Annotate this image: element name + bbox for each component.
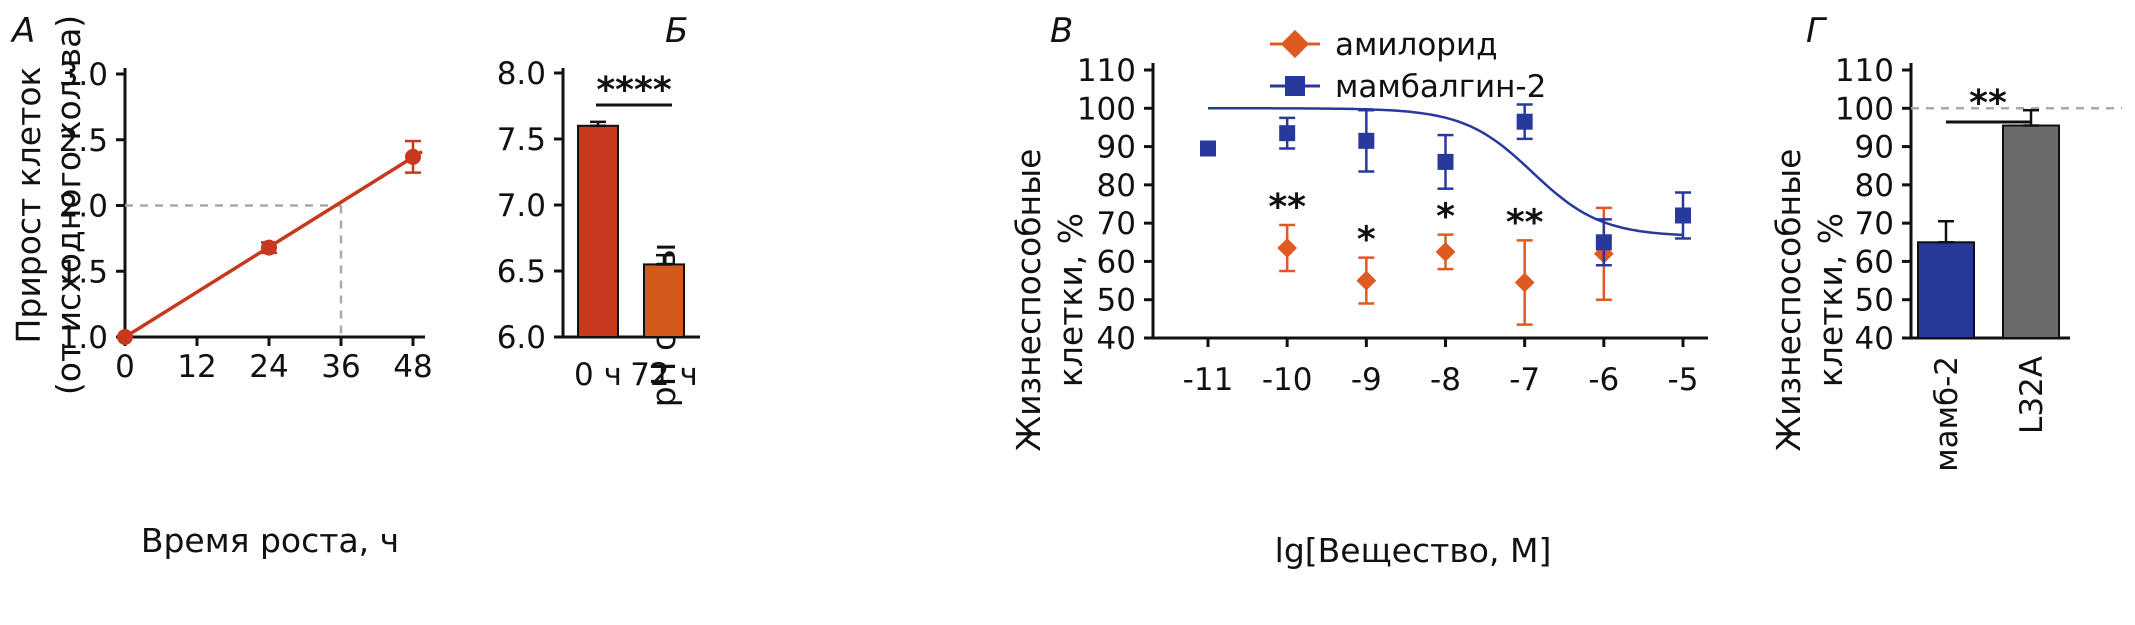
a-x-tick-label: 0: [115, 349, 135, 385]
c-amiloride-point: [1435, 241, 1456, 262]
a-y-tick-label: 2.0: [59, 189, 108, 225]
c-amiloride-point: [1277, 238, 1298, 258]
panel-a-letter: А: [10, 11, 35, 51]
panel-b-bar-chart: Б pH среды 6.06.57.07.58.00 ч72 ч****: [497, 11, 700, 407]
c-mambalgin-point: [1358, 132, 1375, 149]
panel-d-letter: Г: [1806, 11, 1828, 51]
c-y-tick-label: 40: [1097, 321, 1136, 357]
panel-a-ylabel-1: Прирост клеток: [9, 67, 48, 344]
c-mambalgin-point: [1675, 207, 1691, 224]
panel-a-line-chart: А Прирост клеток (от исходного кол-ва) В…: [9, 11, 433, 560]
b-bar: [643, 263, 685, 338]
c-x-tick-label: -6: [1588, 362, 1619, 398]
d-bar: [2002, 124, 2060, 339]
b-bar: [577, 124, 619, 338]
a-data-point: [117, 329, 133, 345]
panel-c-xlabel: lg[Вещество, М]: [1275, 531, 1552, 570]
b-category-label: 0 ч: [574, 357, 622, 393]
panel-c-ylabel-1: Жизнеспособные: [1009, 149, 1048, 452]
d-bar: [1917, 241, 1975, 340]
d-y-tick-label: 90: [1855, 130, 1894, 166]
panel-a-ylabel-2: (от исходного кол-ва): [49, 15, 88, 395]
c-mambalgin-point: [1595, 234, 1612, 251]
c-mambalgin-point: [1516, 113, 1533, 130]
panel-a-xlabel: Время роста, ч: [141, 521, 399, 560]
c-y-tick-label: 50: [1097, 283, 1136, 319]
legend-mambalgin-label: мамбалгин-2: [1335, 69, 1546, 105]
a-x-tick-label: 24: [249, 349, 288, 385]
c-x-tick-label: -10: [1262, 362, 1313, 398]
c-amiloride-point: [1356, 270, 1377, 291]
d-category-label: L32A: [2014, 356, 2050, 434]
c-significance-label: **: [1506, 202, 1544, 243]
c-significance-label: *: [1357, 220, 1376, 261]
c-x-tick-label: -7: [1509, 362, 1540, 398]
d-y-tick-label: 50: [1855, 283, 1894, 319]
a-data-point: [261, 239, 277, 256]
a-x-tick-label: 36: [321, 349, 360, 385]
d-y-tick-label: 40: [1855, 321, 1894, 357]
panel-d-ylabel-1: Жизнеспособные: [1769, 149, 1808, 452]
legend-amiloride-marker: [1280, 29, 1310, 59]
c-y-tick-label: 80: [1097, 168, 1136, 204]
b-y-tick-label: 6.0: [497, 320, 546, 356]
c-mambalgin-point: [1279, 125, 1296, 142]
c-y-tick-label: 100: [1077, 91, 1136, 127]
panel-c-dose-response-chart: В Жизнеспособные клетки, % lg[Вещество, …: [1009, 11, 1708, 570]
b-y-tick-label: 8.0: [497, 56, 546, 92]
c-x-tick-label: -8: [1430, 362, 1461, 398]
panel-b-letter: Б: [665, 11, 688, 51]
legend-mambalgin-marker: [1285, 76, 1305, 96]
c-amiloride-point: [1514, 272, 1535, 293]
c-significance-label: *: [1436, 197, 1455, 238]
a-y-tick-label: 2.5: [59, 123, 108, 159]
d-y-tick-label: 60: [1855, 244, 1894, 280]
d-category-label: мамб-2: [1929, 356, 1965, 472]
b-significance-label: ****: [596, 70, 671, 111]
panel-c-ylabel-2: клетки, %: [1051, 213, 1090, 387]
c-y-tick-label: 90: [1097, 130, 1136, 166]
a-x-tick-label: 12: [177, 349, 216, 385]
panel-b-plot-area: 6.0 6.5 7.0 7.5 8.0 0 ч 72 ч ****: [497, 56, 700, 393]
a-data-point: [405, 148, 421, 165]
a-y-tick-label: 3.0: [59, 57, 108, 93]
c-significance-label: **: [1268, 187, 1306, 228]
d-y-tick-label: 80: [1855, 168, 1894, 204]
panel-c-legend: амилорид мамбалгин-2: [1270, 27, 1546, 105]
b-y-tick-label: 6.5: [497, 254, 546, 290]
b-y-tick-label: 7.5: [497, 122, 546, 158]
a-y-tick-label: 1.0: [59, 320, 108, 356]
c-y-tick-label: 70: [1097, 206, 1136, 242]
panel-d-ylabel-2: клетки, %: [1811, 213, 1850, 387]
panel-d-bar-chart: Г Жизнеспособные клетки, % 4050607080901…: [1769, 11, 2122, 472]
d-y-tick-label: 100: [1835, 91, 1894, 127]
c-x-tick-label: -11: [1183, 362, 1234, 398]
a-x-tick-label: 48: [393, 349, 432, 385]
c-mambalgin-point: [1200, 140, 1216, 157]
b-category-label: 72 ч: [630, 357, 698, 393]
d-significance-label: **: [1969, 83, 2007, 124]
panel-c-letter: В: [1050, 11, 1073, 51]
c-mambalgin-point: [1437, 153, 1454, 170]
d-y-tick-label: 70: [1855, 206, 1894, 242]
b-y-tick-label: 7.0: [497, 188, 546, 224]
legend-amiloride-label: амилорид: [1335, 27, 1498, 63]
a-y-tick-label: 1.5: [59, 254, 108, 290]
d-y-tick-label: 110: [1835, 53, 1894, 89]
panel-a-plot-area: 1.0 1.5 2.0 2.5 3.0 0 12 24 36 48: [59, 57, 433, 385]
c-x-tick-label: -9: [1351, 362, 1382, 398]
c-x-tick-label: -5: [1668, 362, 1699, 398]
c-y-tick-label: 60: [1097, 244, 1136, 280]
c-y-tick-label: 110: [1077, 53, 1136, 89]
